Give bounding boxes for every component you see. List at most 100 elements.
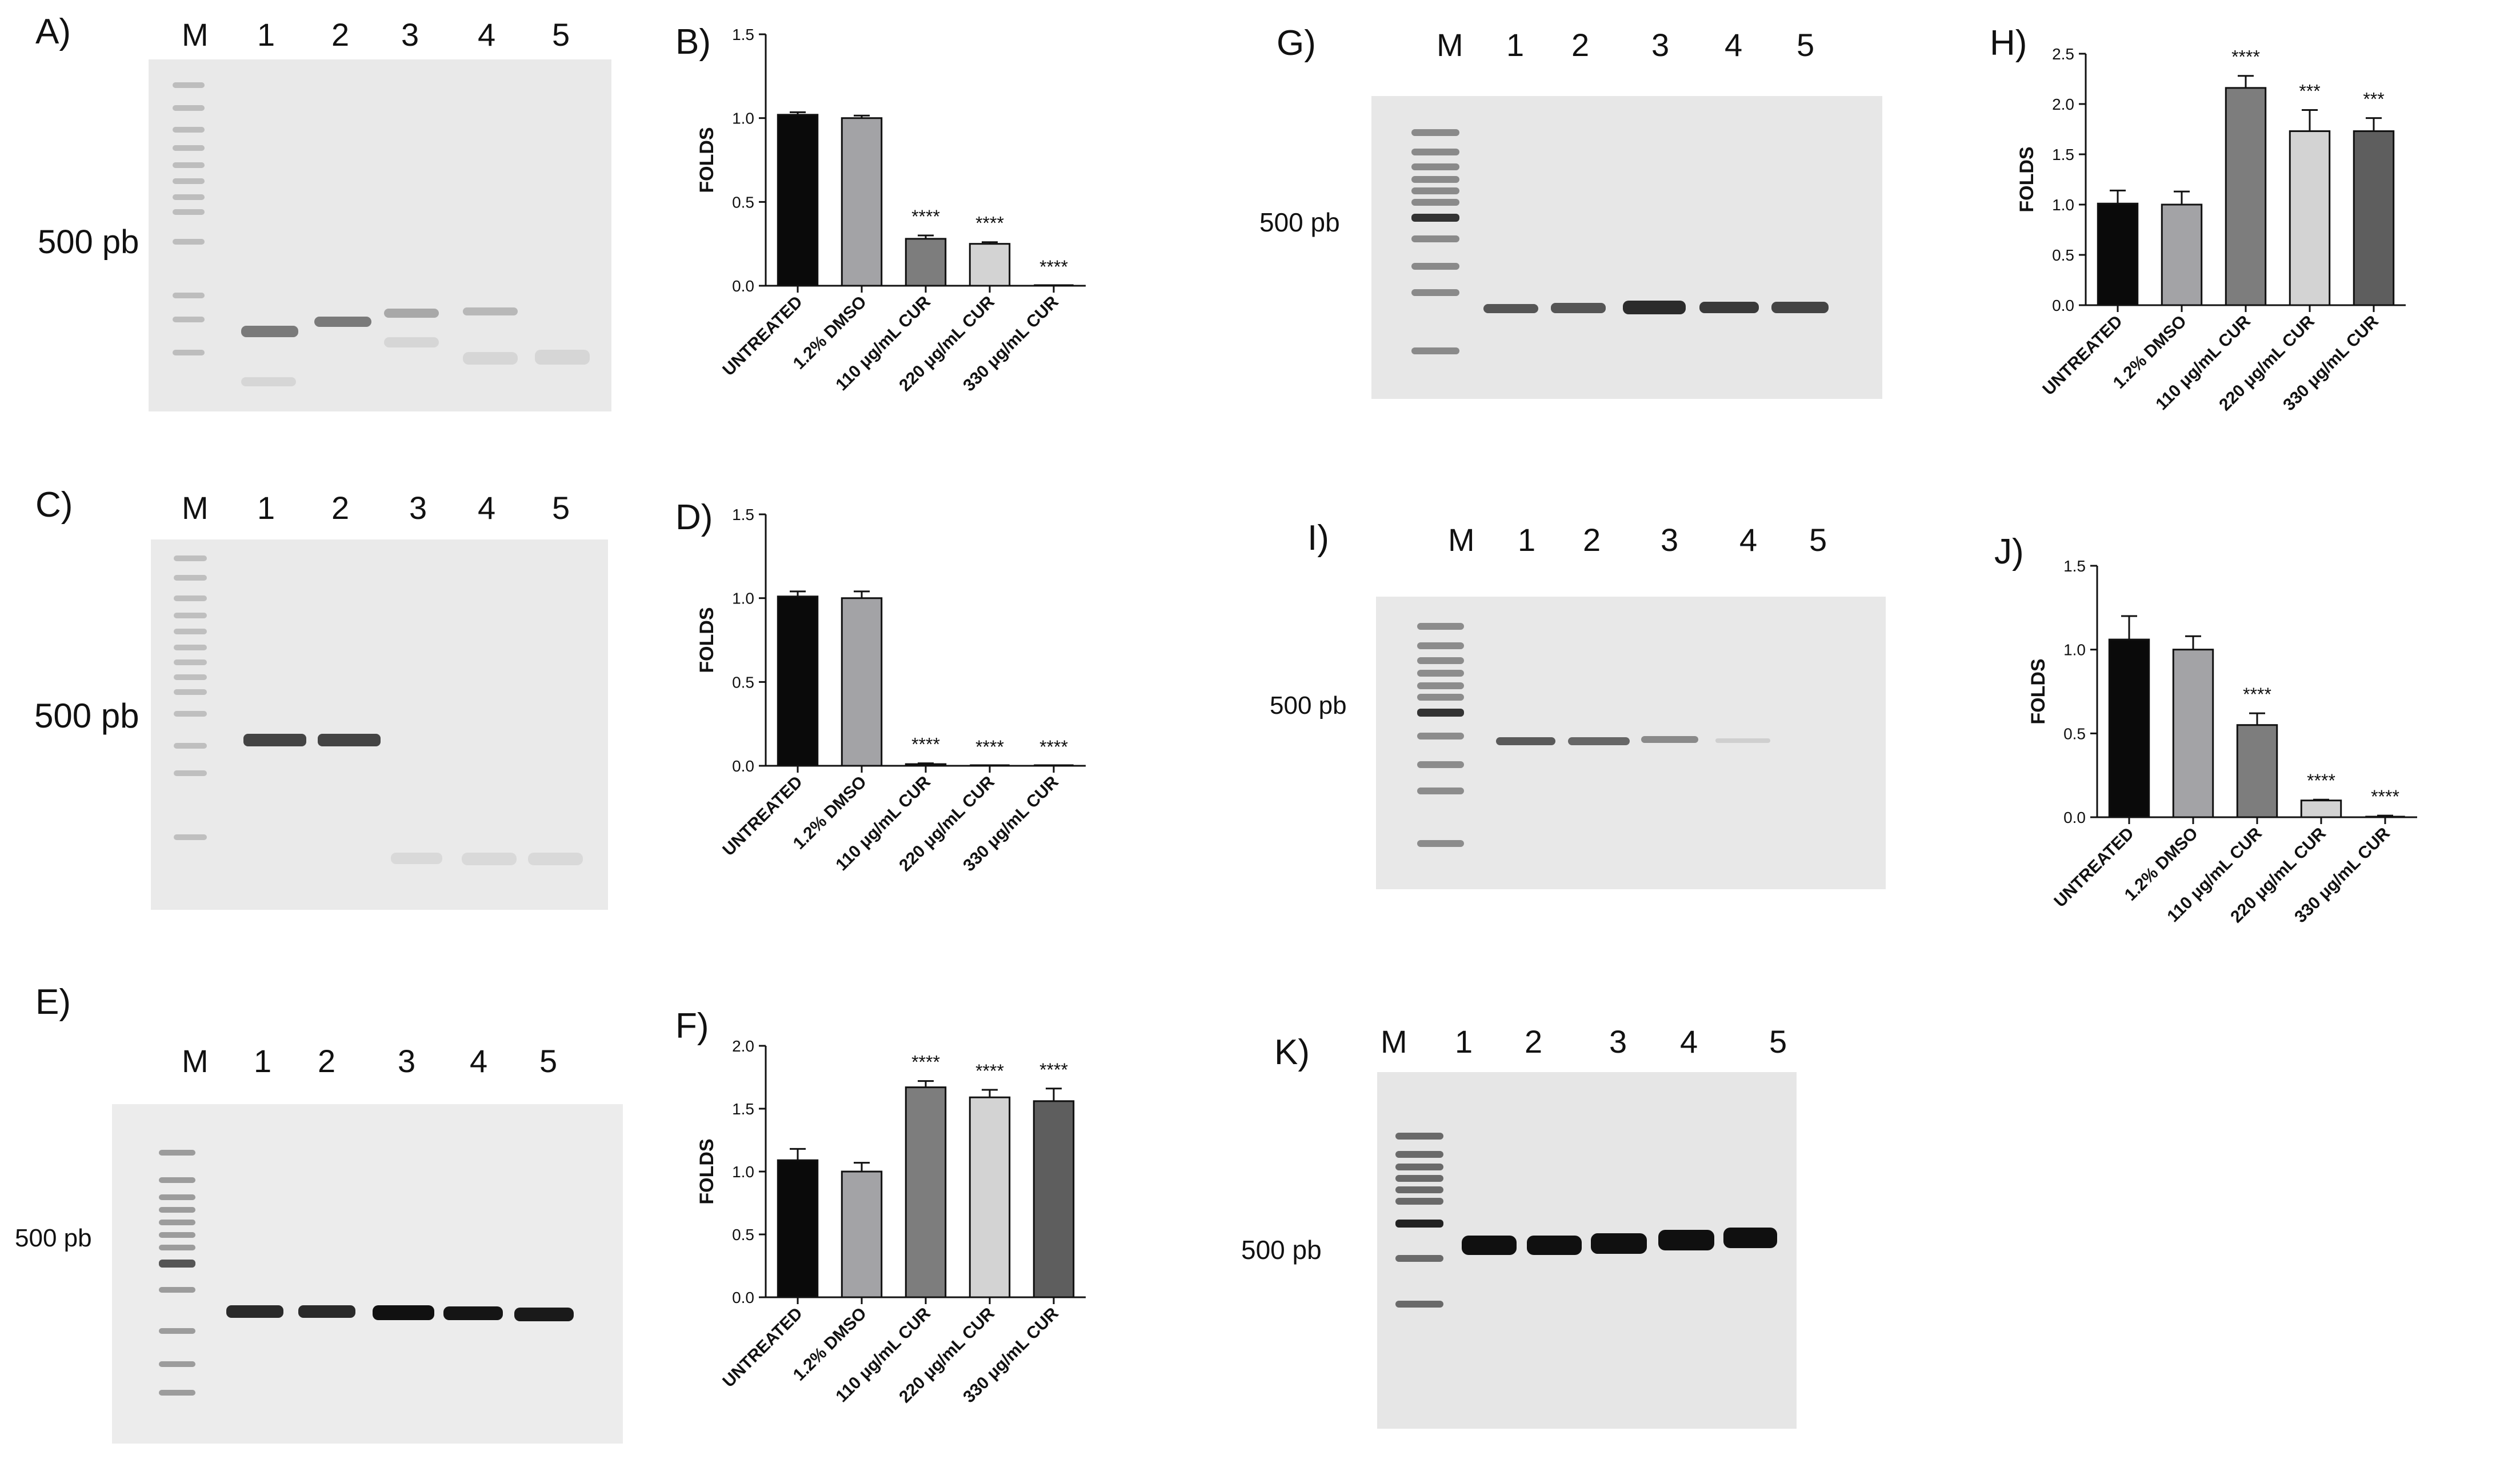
gel-e-lane-marker: M bbox=[182, 1043, 209, 1079]
bar bbox=[1033, 1100, 1075, 1298]
significance-label: **** bbox=[911, 734, 940, 755]
bar bbox=[905, 763, 947, 767]
gel-c-lane-4: 4 bbox=[478, 490, 496, 526]
bar bbox=[2097, 202, 2139, 306]
gel-i-lane-1: 1 bbox=[1518, 522, 1536, 558]
gel-image-c bbox=[151, 539, 608, 910]
gel-c-size-label: 500 pb bbox=[34, 697, 139, 735]
y-tick-label: 0.5 bbox=[732, 1226, 754, 1244]
panel-letter-f: F) bbox=[675, 1006, 709, 1046]
y-tick-label: 0.0 bbox=[732, 277, 754, 295]
panel-letter-g: G) bbox=[1277, 23, 1316, 63]
category-label: UNTREATED bbox=[719, 293, 806, 380]
significance-label: **** bbox=[2307, 770, 2335, 791]
significance-label: **** bbox=[911, 1052, 940, 1073]
y-tick-label: 0.5 bbox=[732, 673, 754, 691]
gel-g-lane-4: 4 bbox=[1725, 27, 1743, 63]
gel-image-i bbox=[1376, 597, 1886, 889]
significance-label: **** bbox=[2243, 684, 2271, 705]
gel-g-lane-5: 5 bbox=[1797, 27, 1815, 63]
bar bbox=[2236, 724, 2278, 818]
y-tick-label: 0.0 bbox=[2063, 809, 2086, 826]
bar-chart-d: 0.0 0.5 1.0 1.5 FOLDS UNTREATED 1.2% DMSO **** 1… bbox=[663, 497, 1154, 932]
gel-a-lane-marker: M bbox=[182, 17, 209, 53]
bar bbox=[841, 117, 883, 287]
gel-image-k bbox=[1377, 1072, 1797, 1429]
bar bbox=[777, 595, 819, 767]
y-tick-label: 2.0 bbox=[732, 1037, 754, 1055]
gel-k-lane-marker: M bbox=[1381, 1024, 1407, 1060]
gel-k-lane-2: 2 bbox=[1525, 1024, 1543, 1060]
bar bbox=[841, 1170, 883, 1298]
bar bbox=[2172, 649, 2214, 818]
panel-letter-c: C) bbox=[35, 485, 73, 525]
significance-label: **** bbox=[911, 206, 940, 227]
gel-e-lane-5: 5 bbox=[539, 1043, 558, 1079]
gel-a-lane-4: 4 bbox=[478, 17, 496, 53]
y-axis-label: FOLDS bbox=[696, 127, 718, 193]
gel-image-e bbox=[112, 1104, 623, 1444]
y-axis-label: FOLDS bbox=[696, 607, 718, 673]
y-tick-label: 1.0 bbox=[2063, 641, 2086, 659]
gel-i-lane-marker: M bbox=[1448, 522, 1475, 558]
panel-letter-e: E) bbox=[35, 982, 71, 1022]
gel-g-lane-3: 3 bbox=[1651, 27, 1670, 63]
gel-i-lane-4: 4 bbox=[1739, 522, 1758, 558]
gel-a-lane-1: 1 bbox=[257, 17, 275, 53]
y-tick-label: 1.0 bbox=[2052, 196, 2074, 214]
gel-a-size-label: 500 pb bbox=[38, 223, 139, 261]
significance-label: **** bbox=[975, 1061, 1004, 1081]
gel-c-lane-1: 1 bbox=[257, 490, 275, 526]
y-tick-label: 0.5 bbox=[732, 193, 754, 211]
bar bbox=[777, 114, 819, 287]
y-tick-label: 1.5 bbox=[2063, 557, 2086, 575]
gel-a-lane-2: 2 bbox=[331, 17, 350, 53]
significance-label: *** bbox=[2363, 89, 2384, 110]
gel-i-lane-3: 3 bbox=[1661, 522, 1679, 558]
gel-e-lane-4: 4 bbox=[470, 1043, 488, 1079]
significance-label: **** bbox=[975, 213, 1004, 234]
bar-chart-h: 0.0 0.5 1.0 1.5 2.0 2.5 FOLDS UNTREATED 1.2% DMS… bbox=[1983, 37, 2474, 459]
gel-c-lane-marker: M bbox=[182, 490, 209, 526]
y-tick-label: 0.0 bbox=[732, 1289, 754, 1306]
y-tick-label: 2.0 bbox=[2052, 95, 2074, 113]
bar bbox=[969, 1096, 1011, 1298]
y-tick-label: 0.0 bbox=[732, 757, 754, 775]
y-tick-label: 1.5 bbox=[732, 1100, 754, 1118]
gel-e-lane-3: 3 bbox=[398, 1043, 416, 1079]
gel-c-lane-2: 2 bbox=[331, 490, 350, 526]
category-label: UNTREATED bbox=[719, 773, 806, 860]
gel-e-lane-1: 1 bbox=[254, 1043, 272, 1079]
gel-e-size-label: 500 pb bbox=[15, 1224, 92, 1252]
significance-label: **** bbox=[975, 737, 1004, 757]
gel-g-lane-2: 2 bbox=[1571, 27, 1590, 63]
bar bbox=[905, 1086, 947, 1298]
panel-letter-d: D) bbox=[675, 498, 713, 537]
gel-a-lane-5: 5 bbox=[552, 17, 570, 53]
gel-i-size-label: 500 pb bbox=[1270, 691, 1347, 719]
y-tick-label: 2.5 bbox=[2052, 45, 2074, 63]
y-tick-label: 0.5 bbox=[2063, 725, 2086, 742]
bar-chart-b: 0.0 0.5 1.0 1.5 FOLDS UNTREATED 1.2% DMSO **** 1… bbox=[663, 17, 1154, 440]
gel-k-lane-4: 4 bbox=[1680, 1024, 1698, 1060]
y-tick-label: 1.0 bbox=[732, 590, 754, 607]
panel-letter-i: I) bbox=[1307, 518, 1329, 558]
y-axis-label: FOLDS bbox=[696, 1138, 718, 1204]
panel-letter-j: J) bbox=[1994, 532, 2024, 571]
gel-g-lane-marker: M bbox=[1437, 27, 1463, 63]
panel-letter-h: H) bbox=[1990, 23, 2027, 63]
significance-label: **** bbox=[2231, 47, 2260, 67]
y-axis-label: FOLDS bbox=[2027, 658, 2049, 724]
gel-c-lane-5: 5 bbox=[552, 490, 570, 526]
category-label: UNTREATED bbox=[719, 1304, 806, 1392]
gel-i-lane-5: 5 bbox=[1809, 522, 1827, 558]
y-tick-label: 1.5 bbox=[2052, 146, 2074, 163]
gel-k-lane-1: 1 bbox=[1455, 1024, 1473, 1060]
panel-letter-k: K) bbox=[1274, 1033, 1310, 1072]
significance-label: **** bbox=[1039, 1060, 1068, 1080]
gel-image-g bbox=[1371, 96, 1882, 399]
bar-chart-f: 0.0 0.5 1.0 1.5 2.0 FOLDS UNTREATED 1.2% DMSO **… bbox=[663, 1029, 1154, 1463]
